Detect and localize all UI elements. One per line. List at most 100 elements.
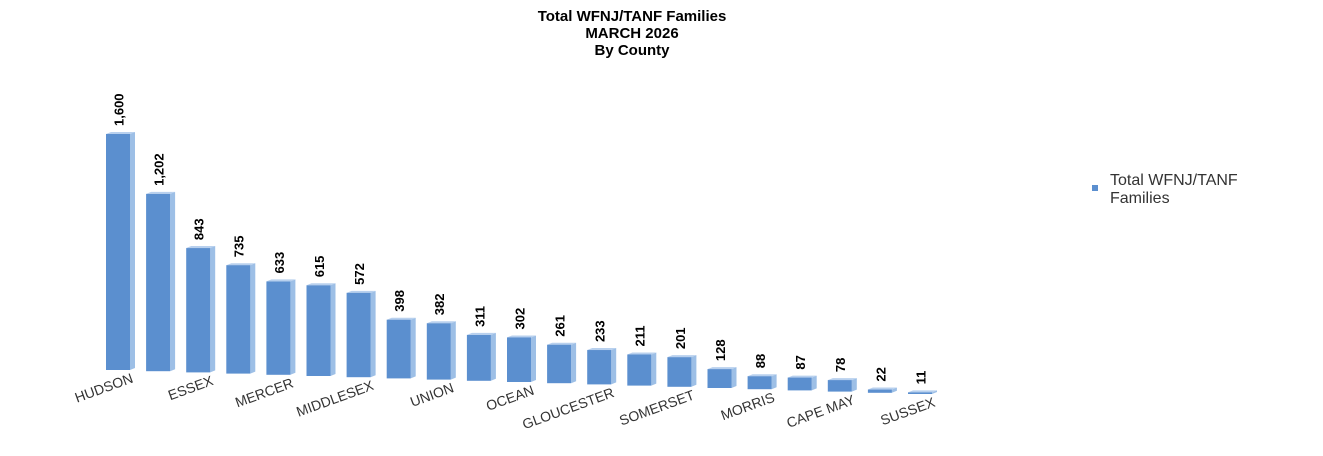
bar-side	[811, 375, 817, 391]
chart-title: By County	[595, 42, 671, 59]
value-label: 233	[593, 320, 608, 342]
bar	[547, 344, 572, 384]
value-label: 88	[753, 354, 768, 368]
bar	[787, 377, 812, 391]
bar-top	[386, 317, 416, 320]
bar	[266, 281, 291, 375]
bar	[106, 134, 130, 370]
bar	[346, 292, 371, 378]
value-label: 78	[833, 358, 848, 372]
bar-side	[290, 279, 296, 375]
chart-title: MARCH 2026	[585, 25, 678, 42]
bar	[507, 337, 531, 382]
bar-top	[667, 355, 697, 358]
value-label: 633	[272, 252, 287, 274]
value-label: 261	[553, 315, 568, 337]
bar	[867, 389, 892, 393]
value-label: 1,202	[152, 153, 167, 186]
x-tick-label: UNION	[408, 379, 456, 409]
bar-side	[250, 263, 256, 374]
bar-top	[587, 348, 617, 351]
bar-top	[346, 290, 376, 293]
bar-top	[426, 321, 456, 324]
x-tick-label: CAPE MAY	[784, 391, 857, 431]
bar	[466, 334, 491, 381]
bar	[827, 380, 852, 392]
bar-top	[867, 387, 897, 390]
bar-side	[490, 332, 496, 381]
bar-side	[571, 342, 577, 384]
legend-swatch	[1092, 185, 1098, 191]
x-tick-label: MORRIS	[719, 389, 777, 423]
bar	[587, 350, 612, 385]
x-tick-label: MERCER	[233, 375, 295, 411]
value-label: 22	[873, 367, 888, 381]
bar-side	[330, 283, 336, 376]
chart-title: Total WFNJ/TANF Families	[538, 8, 727, 25]
bar-side	[370, 290, 376, 378]
bar-top	[226, 263, 256, 266]
x-tick-label: ESSEX	[166, 372, 216, 403]
bar-side	[410, 317, 416, 379]
x-tick-label: GLOUCESTER	[520, 384, 616, 432]
value-label: 201	[673, 327, 688, 349]
value-label: 311	[472, 306, 487, 327]
bar	[627, 354, 652, 386]
value-label: 302	[512, 308, 527, 330]
bar-top	[106, 132, 135, 134]
value-label: 87	[793, 355, 808, 369]
bar	[667, 357, 692, 387]
bar	[146, 193, 171, 372]
bar	[186, 248, 211, 373]
bar-top	[747, 374, 777, 377]
bar-top	[306, 283, 336, 286]
value-label: 128	[713, 339, 728, 361]
bar-top	[827, 378, 857, 381]
bar	[747, 376, 772, 390]
bar	[707, 369, 732, 388]
bar-side	[651, 352, 657, 386]
x-tick-label: MIDDLESEX	[294, 377, 376, 420]
bar	[908, 392, 932, 394]
bar-top	[466, 332, 496, 335]
bar	[226, 265, 251, 374]
bar-side	[932, 390, 937, 394]
bar	[306, 285, 331, 376]
bar-side	[170, 191, 176, 372]
bar-side	[891, 387, 897, 393]
bar-side	[450, 321, 456, 380]
bar-side	[130, 132, 135, 370]
value-label: 398	[392, 290, 407, 312]
bar-top	[507, 335, 536, 338]
bar-side	[851, 378, 857, 392]
value-label: 382	[432, 294, 447, 316]
bar-top	[266, 279, 296, 282]
bar-side	[771, 374, 777, 390]
bar-top	[787, 375, 817, 378]
bar-side	[731, 367, 737, 388]
bar-side	[611, 348, 617, 385]
legend-label: Total WFNJ/TANF Families	[1110, 172, 1238, 207]
x-tick-label: SOMERSET	[617, 386, 697, 428]
value-label: 615	[312, 256, 327, 278]
value-label: 211	[633, 325, 648, 346]
legend: Total WFNJ/TANF Families	[1092, 172, 1292, 208]
bar-top	[627, 352, 657, 355]
value-label: 843	[192, 218, 207, 240]
x-tick-label: OCEAN	[484, 382, 536, 414]
bar	[426, 323, 451, 380]
value-label: 572	[352, 263, 367, 285]
x-tick-label: SUSSEX	[878, 394, 937, 429]
bar-top	[186, 246, 216, 249]
bar-side	[210, 246, 216, 373]
bar-top	[547, 342, 577, 345]
value-label: 1,600	[111, 93, 126, 126]
value-label: 735	[232, 235, 247, 257]
value-label: 11	[913, 371, 928, 385]
bar-side	[531, 335, 536, 382]
x-tick-label: HUDSON	[73, 370, 135, 406]
bar-side	[691, 355, 697, 387]
bar-top	[908, 390, 937, 393]
